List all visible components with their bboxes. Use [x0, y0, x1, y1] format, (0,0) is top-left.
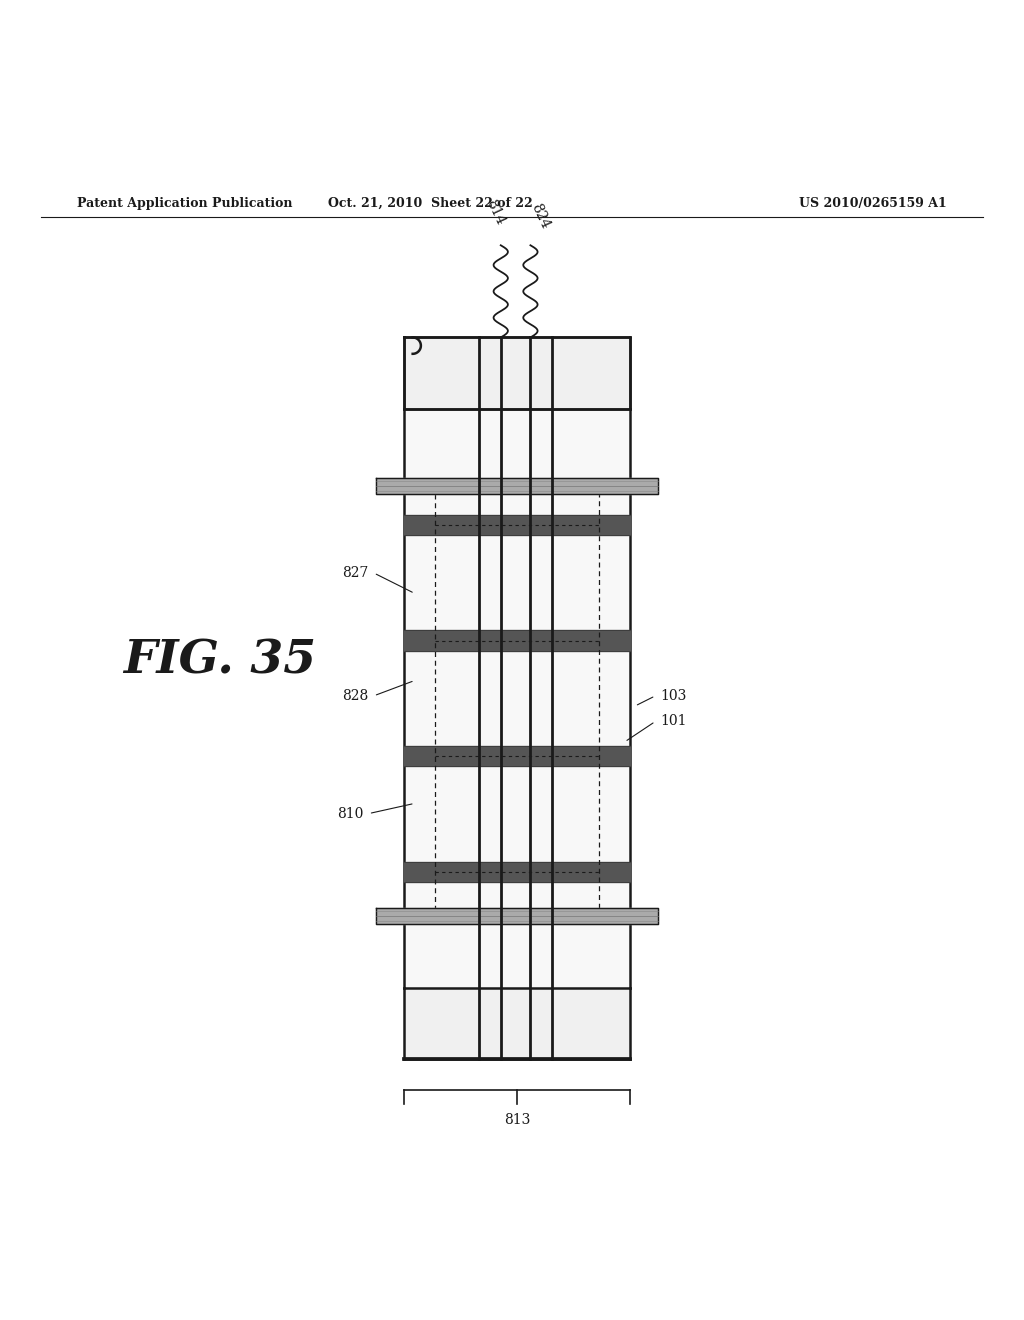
Polygon shape — [404, 862, 630, 882]
Polygon shape — [404, 631, 630, 651]
Text: 810: 810 — [337, 807, 364, 821]
Text: 814: 814 — [483, 197, 508, 227]
Polygon shape — [404, 338, 630, 409]
Polygon shape — [376, 908, 658, 924]
Polygon shape — [376, 478, 658, 494]
Polygon shape — [404, 409, 630, 987]
Text: 824: 824 — [528, 201, 553, 231]
Polygon shape — [404, 746, 630, 767]
Text: Oct. 21, 2010  Sheet 22 of 22: Oct. 21, 2010 Sheet 22 of 22 — [328, 197, 532, 210]
Text: 101: 101 — [660, 714, 687, 729]
Polygon shape — [404, 987, 630, 1060]
Text: Patent Application Publication: Patent Application Publication — [77, 197, 292, 210]
Text: 827: 827 — [342, 566, 369, 579]
Text: US 2010/0265159 A1: US 2010/0265159 A1 — [800, 197, 947, 210]
Text: 103: 103 — [660, 689, 687, 702]
Polygon shape — [404, 515, 630, 535]
Text: FIG. 35: FIG. 35 — [124, 638, 316, 682]
Text: 828: 828 — [342, 689, 369, 702]
Text: 813: 813 — [504, 1113, 530, 1126]
